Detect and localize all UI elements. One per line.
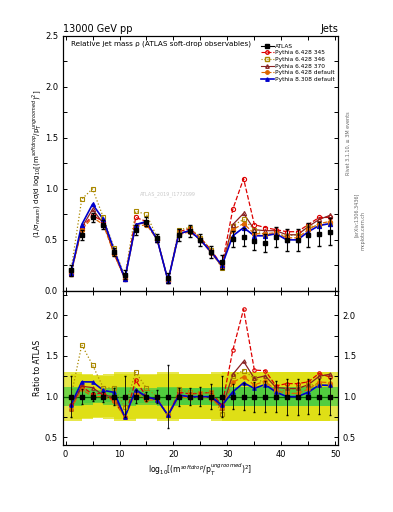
Y-axis label: (1/σ$_{resum}$) dσ/d log$_{10}$[(m$^{soft drop}$/p$_T^{ungroomed}$)$^2$]: (1/σ$_{resum}$) dσ/d log$_{10}$[(m$^{sof…: [30, 89, 44, 238]
Text: Rivet 3.1.10, ≥ 3M events: Rivet 3.1.10, ≥ 3M events: [346, 112, 351, 175]
Text: [arXiv:1306.3436]: [arXiv:1306.3436]: [354, 193, 359, 237]
Legend: ATLAS, Pythia 6.428 345, Pythia 6.428 346, Pythia 6.428 370, Pythia 6.428 defaul: ATLAS, Pythia 6.428 345, Pythia 6.428 34…: [261, 44, 335, 81]
Y-axis label: Ratio to ATLAS: Ratio to ATLAS: [33, 340, 42, 396]
X-axis label: log$_{10}$[(m$^{soft drop}$/p$_T^{ungroomed}$)$^2$]: log$_{10}$[(m$^{soft drop}$/p$_T^{ungroo…: [148, 462, 253, 478]
Text: ATLAS_2019_I1772099: ATLAS_2019_I1772099: [140, 191, 195, 197]
Text: 13000 GeV pp: 13000 GeV pp: [63, 24, 132, 34]
Text: mcplots.cern.ch: mcplots.cern.ch: [361, 211, 366, 250]
Text: Relative jet mass ρ (ATLAS soft-drop observables): Relative jet mass ρ (ATLAS soft-drop obs…: [71, 41, 251, 48]
Text: Jets: Jets: [320, 24, 338, 34]
